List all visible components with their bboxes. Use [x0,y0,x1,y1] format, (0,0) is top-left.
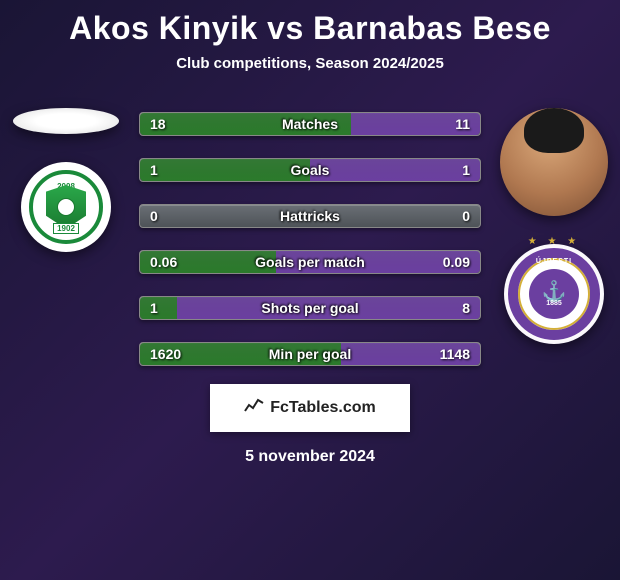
stat-fill-left [140,297,177,319]
stat-value-right: 1 [462,162,470,178]
stat-label: Min per goal [269,346,351,362]
stat-bar: 18 11 Matches [139,112,481,136]
club-badge-right: ★ ★ ★ ÚJPESTI ⚓ 1885 [504,244,604,344]
date-line: 5 november 2024 [245,448,375,466]
stat-fill-left [140,159,310,181]
stat-value-right: 8 [462,300,470,316]
page-title: Akos Kinyik vs Barnabas Bese [69,10,551,47]
anchor-icon: ⚓ [542,282,567,302]
stat-value-left: 0.06 [150,254,177,270]
badge-right-ring-text: ÚJPESTI [536,258,572,265]
stat-label: Shots per goal [261,300,358,316]
stat-value-right: 0 [462,208,470,224]
stat-bar: 0.06 0.09 Goals per match [139,250,481,274]
brand-footer[interactable]: FcTables.com [210,384,410,432]
stat-bar: 1 8 Shots per goal [139,296,481,320]
badge-right-year: 1885 [546,300,562,307]
stars-icon: ★ ★ ★ [528,236,580,247]
stat-bar: 1 1 Goals [139,158,481,182]
comparison-row: 2008 1902 1811Matches11Goals00Hattricks0… [0,100,620,366]
fctables-logo-icon [244,397,264,420]
player-avatar-right [500,108,608,216]
player-avatar-left [13,108,119,134]
stat-label: Hattricks [280,208,340,224]
stat-value-left: 1 [150,300,158,316]
stat-value-right: 11 [455,116,470,132]
stat-label: Goals [291,162,330,178]
stat-value-right: 0.09 [443,254,470,270]
club-badge-left: 2008 1902 [21,162,111,252]
left-side-col: 2008 1902 [11,100,121,252]
right-side-col: ★ ★ ★ ÚJPESTI ⚓ 1885 [499,100,609,344]
stats-column: 1811Matches11Goals00Hattricks0.060.09Goa… [139,100,481,366]
stat-value-left: 1620 [150,346,181,362]
brand-text: FcTables.com [270,399,376,417]
stat-value-left: 1 [150,162,158,178]
stat-value-left: 0 [150,208,158,224]
stat-fill-right [310,159,480,181]
stat-label: Matches [282,116,338,132]
stat-value-left: 18 [150,116,166,132]
stat-value-right: 1148 [440,346,470,362]
stat-bar: 0 0 Hattricks [139,204,481,228]
stat-bar: 1620 1148 Min per goal [139,342,481,366]
badge-left-year-bottom: 1902 [53,223,79,234]
subtitle: Club competitions, Season 2024/2025 [176,55,444,72]
stat-label: Goals per match [255,254,365,270]
